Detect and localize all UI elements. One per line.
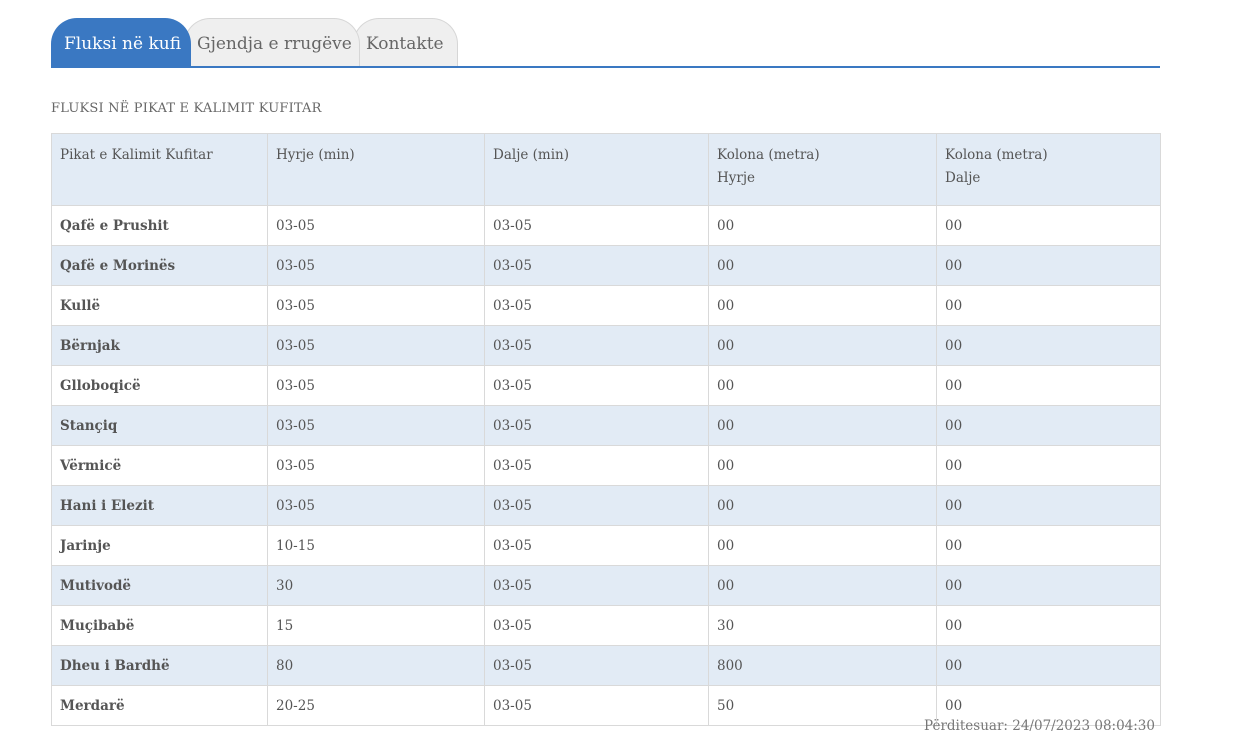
exit-time-cell: 03-05: [484, 605, 709, 646]
entry-time-cell: 03-05: [267, 485, 485, 526]
entry-time-cell: 03-05: [267, 325, 485, 366]
header-queue-exit: Kolona (metra) Dalje: [936, 133, 1161, 206]
crossing-point-cell: Glloboqicë: [51, 365, 268, 406]
queue-entry-cell: 00: [708, 525, 937, 566]
queue-entry-cell: 50: [708, 685, 937, 726]
entry-time-cell: 03-05: [267, 285, 485, 326]
queue-entry-cell: 00: [708, 285, 937, 326]
exit-time-cell: 03-05: [484, 565, 709, 606]
table-row: Dheu i Bardhë 80 03-05 800 00: [51, 645, 1161, 686]
header-exit-min: Dalje (min): [484, 133, 709, 206]
table-row: Bërnjak 03-05 03-05 00 00: [51, 325, 1161, 366]
queue-entry-cell: 00: [708, 205, 937, 246]
section-title: FLUKSI NË PIKAT E KALIMIT KUFITAR: [51, 101, 322, 116]
crossing-point-cell: Merdarë: [51, 685, 268, 726]
exit-time-cell: 03-05: [484, 205, 709, 246]
queue-entry-cell: 00: [708, 485, 937, 526]
exit-time-cell: 03-05: [484, 485, 709, 526]
queue-exit-cell: 00: [936, 645, 1161, 686]
crossing-point-cell: Hani i Elezit: [51, 485, 268, 526]
entry-time-cell: 03-05: [267, 365, 485, 406]
crossing-point-cell: Qafë e Prushit: [51, 205, 268, 246]
queue-exit-cell: 00: [936, 565, 1161, 606]
crossing-point-cell: Vërmicë: [51, 445, 268, 486]
queue-exit-cell: 00: [936, 245, 1161, 286]
crossing-point-cell: Mutivodë: [51, 565, 268, 606]
tab-border-flux[interactable]: Fluksi në kufi: [51, 18, 191, 66]
entry-time-cell: 03-05: [267, 205, 485, 246]
table-row: Mutivodë 30 03-05 00 00: [51, 565, 1161, 606]
queue-exit-cell: 00: [936, 685, 1161, 726]
queue-entry-cell: 30: [708, 605, 937, 646]
table-row: Qafë e Prushit 03-05 03-05 00 00: [51, 205, 1161, 246]
queue-entry-cell: 00: [708, 445, 937, 486]
queue-entry-cell: 00: [708, 405, 937, 446]
exit-time-cell: 03-05: [484, 685, 709, 726]
entry-time-cell: 03-05: [267, 245, 485, 286]
entry-time-cell: 03-05: [267, 405, 485, 446]
crossing-point-cell: Dheu i Bardhë: [51, 645, 268, 686]
tab-road-conditions[interactable]: Gjendja e rrugëve: [184, 18, 360, 66]
entry-time-cell: 03-05: [267, 445, 485, 486]
exit-time-cell: 03-05: [484, 445, 709, 486]
table-row: Hani i Elezit 03-05 03-05 00 00: [51, 485, 1161, 526]
entry-time-cell: 10-15: [267, 525, 485, 566]
header-queue-entry: Kolona (metra) Hyrje: [708, 133, 937, 206]
entry-time-cell: 20-25: [267, 685, 485, 726]
exit-time-cell: 03-05: [484, 365, 709, 406]
queue-entry-cell: 00: [708, 245, 937, 286]
crossing-point-cell: Jarinje: [51, 525, 268, 566]
crossing-point-cell: Bërnjak: [51, 325, 268, 366]
queue-exit-cell: 00: [936, 405, 1161, 446]
crossing-point-cell: Kullë: [51, 285, 268, 326]
queue-exit-cell: 00: [936, 365, 1161, 406]
queue-exit-cell: 00: [936, 325, 1161, 366]
queue-exit-cell: 00: [936, 485, 1161, 526]
queue-entry-cell: 00: [708, 365, 937, 406]
exit-time-cell: 03-05: [484, 245, 709, 286]
last-updated: Përditesuar: 24/07/2023 08:04:30: [924, 718, 1155, 734]
table-row: Kullë 03-05 03-05 00 00: [51, 285, 1161, 326]
table-row: Merdarë 20-25 03-05 50 00: [51, 685, 1161, 726]
entry-time-cell: 30: [267, 565, 485, 606]
queue-exit-cell: 00: [936, 445, 1161, 486]
table-row: Qafë e Morinës 03-05 03-05 00 00: [51, 245, 1161, 286]
table-row: Stançiq 03-05 03-05 00 00: [51, 405, 1161, 446]
crossing-point-cell: Qafë e Morinës: [51, 245, 268, 286]
queue-exit-cell: 00: [936, 605, 1161, 646]
queue-exit-cell: 00: [936, 285, 1161, 326]
entry-time-cell: 80: [267, 645, 485, 686]
exit-time-cell: 03-05: [484, 285, 709, 326]
queue-exit-cell: 00: [936, 525, 1161, 566]
header-entry-min: Hyrje (min): [267, 133, 485, 206]
crossing-point-cell: Stançiq: [51, 405, 268, 446]
table-row: Muçibabë 15 03-05 30 00: [51, 605, 1161, 646]
header-crossing-point: Pikat e Kalimit Kufitar: [51, 133, 268, 206]
table-row: Glloboqicë 03-05 03-05 00 00: [51, 365, 1161, 406]
border-flux-table: Pikat e Kalimit Kufitar Hyrje (min) Dalj…: [51, 133, 1161, 726]
table-row: Vërmicë 03-05 03-05 00 00: [51, 445, 1161, 486]
exit-time-cell: 03-05: [484, 525, 709, 566]
queue-entry-cell: 800: [708, 645, 937, 686]
table-header-row: Pikat e Kalimit Kufitar Hyrje (min) Dalj…: [51, 133, 1161, 206]
queue-exit-cell: 00: [936, 205, 1161, 246]
tab-contacts[interactable]: Kontakte: [353, 18, 458, 66]
queue-entry-cell: 00: [708, 325, 937, 366]
exit-time-cell: 03-05: [484, 645, 709, 686]
table-row: Jarinje 10-15 03-05 00 00: [51, 525, 1161, 566]
queue-entry-cell: 00: [708, 565, 937, 606]
exit-time-cell: 03-05: [484, 325, 709, 366]
entry-time-cell: 15: [267, 605, 485, 646]
exit-time-cell: 03-05: [484, 405, 709, 446]
tab-bar: Fluksi në kufi Gjendja e rrugëve Kontakt…: [51, 16, 1160, 68]
crossing-point-cell: Muçibabë: [51, 605, 268, 646]
